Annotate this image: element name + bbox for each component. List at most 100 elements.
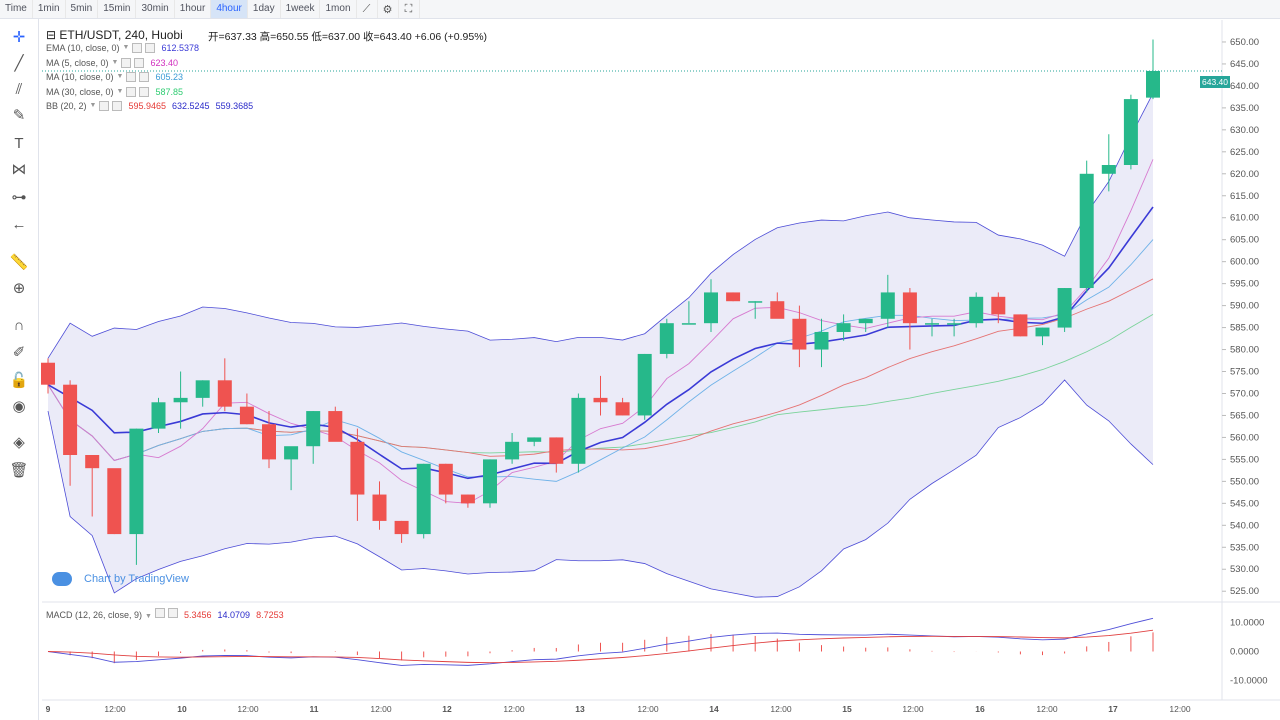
pattern-icon[interactable]: ⋈ [11,161,27,178]
time-axis-label: 12:00 [1169,704,1191,714]
time-axis-label: 12:00 [637,704,659,714]
time-axis-label: 12:00 [104,704,126,714]
fib-icon[interactable]: ⫽ [15,80,23,98]
watermark-text: Chart by TradingView [84,573,189,585]
settings-box-icon[interactable] [132,43,143,54]
candle-body [704,292,718,324]
macd-legend: MACD (12, 26, close, 9) ▼ 5.3456 14.0709 8.7… [46,608,284,620]
settings-box-icon[interactable] [126,72,137,83]
price-axis-label: 625.00 [1230,147,1259,158]
timeframe-30min[interactable]: 30min [136,0,175,18]
ma30-line [47,313,1154,462]
candle-body [1035,327,1050,337]
candle-body [991,296,1006,315]
price-axis-label: 550.00 [1230,476,1259,487]
candle-body [836,323,851,332]
time-axis-label: 15 [842,704,852,714]
time-axis-label: 12:00 [237,704,259,714]
timeframe-1week[interactable]: 1week [281,0,321,18]
layers-icon[interactable]: ◈ [13,434,25,451]
timeframe-Time[interactable]: Time [0,0,33,18]
candle-body [527,437,542,442]
close-box-icon[interactable] [134,57,145,68]
dropdown-caret-icon[interactable]: ▼ [89,102,97,109]
settings-box-icon[interactable] [126,86,137,97]
crosshair-icon[interactable]: ✛ [12,29,26,46]
timeframe-1min[interactable]: 1min [33,0,66,18]
zoom-in-icon[interactable]: ⊕ [12,280,26,297]
lock-icon[interactable]: 🔓 [9,372,29,389]
price-axis-label: 575.00 [1230,367,1259,378]
line-chart-icon[interactable]: ⟋ [357,0,378,18]
close-box-icon[interactable] [145,43,156,54]
timeframe-1day[interactable]: 1day [248,0,281,18]
timeframe-1mon[interactable]: 1mon [320,0,357,18]
candle-body [505,441,520,460]
candle-body [1146,70,1160,98]
close-box-icon[interactable] [139,72,150,83]
price-axis-label: 620.00 [1230,169,1259,180]
settings-box-icon[interactable] [99,101,110,112]
indicator-value: 605.23 [155,72,183,82]
bollinger-basis [47,278,1154,462]
dropdown-caret-icon[interactable]: ▼ [145,613,152,620]
dropdown-caret-icon[interactable]: ▼ [122,44,130,51]
time-axis-label: 12 [442,704,452,714]
dropdown-caret-icon[interactable]: ▼ [116,73,124,80]
ruler-icon[interactable]: 📏 [9,254,29,271]
candle-body [262,424,276,460]
indicator-value: 632.5245 [172,101,210,111]
candle-body [85,455,100,469]
fullscreen-icon[interactable]: ⛶ [399,0,420,18]
indicator-legend: EMA (10, close, 0) ▼ 612.5378 MA (5, close,… [46,27,253,114]
candle-body [615,402,630,416]
candle-body [483,459,497,504]
candle-body [372,494,387,521]
indicator-name: EMA (10, close, 0) [46,43,120,53]
candle-body [969,296,984,324]
settings-icon[interactable]: ⚙ [378,0,399,18]
measure-icon[interactable]: ⊶ [11,189,27,206]
macd-axis-label: 10.0000 [1230,617,1264,628]
timeframe-5min[interactable]: 5min [66,0,99,18]
candle-body [770,301,785,319]
timeframe-15min[interactable]: 15min [98,0,137,18]
lock-pencil-icon[interactable]: ✐ [12,344,26,361]
dropdown-caret-icon[interactable]: ▼ [111,58,119,66]
candle-body [659,323,674,354]
close-box-icon[interactable] [167,608,178,618]
time-axis-label: 9 [46,704,51,714]
macd-value: 5.3456 [183,610,212,620]
candle-body [107,468,122,535]
timeframe-1hour[interactable]: 1hour [175,0,212,18]
tradingview-watermark[interactable]: Chart by TradingView [52,572,189,586]
trash-icon[interactable]: 🗑 [9,462,29,479]
back-arrow-icon[interactable]: ← [11,215,27,233]
candle-body [549,437,564,464]
settings-box-icon[interactable] [121,57,132,68]
price-axis-label: 635.00 [1230,103,1259,114]
time-axis-label: 14 [709,704,719,714]
price-axis-label: 600.00 [1230,257,1259,268]
text-icon[interactable]: T [14,134,24,152]
indicator-name: BB (20, 2) [46,101,87,111]
trend-line-icon[interactable]: ╱ [14,55,24,72]
close-box-icon[interactable] [112,101,123,112]
eye-icon[interactable]: ◉ [12,398,26,415]
price-axis-label: 590.00 [1230,301,1259,312]
indicator-value: 587.85 [155,86,183,97]
brush-icon[interactable]: ✎ [12,107,26,124]
tradingview-logo-icon [52,572,72,586]
legend-row: EMA (10, close, 0) ▼ 612.5378 [46,41,253,56]
settings-box-icon[interactable] [154,608,165,618]
price-axis-label: 605.00 [1230,235,1259,246]
ema10-line [47,206,1154,480]
price-axis-label: 610.00 [1230,213,1259,224]
dropdown-caret-icon[interactable]: ▼ [116,87,124,95]
candle-body [880,292,895,319]
magnet-icon[interactable]: ∩ [13,316,25,334]
ma10-line [47,239,1154,482]
timeframe-4hour[interactable]: 4hour [211,0,248,18]
close-box-icon[interactable] [139,86,150,97]
candle-body [416,463,431,535]
